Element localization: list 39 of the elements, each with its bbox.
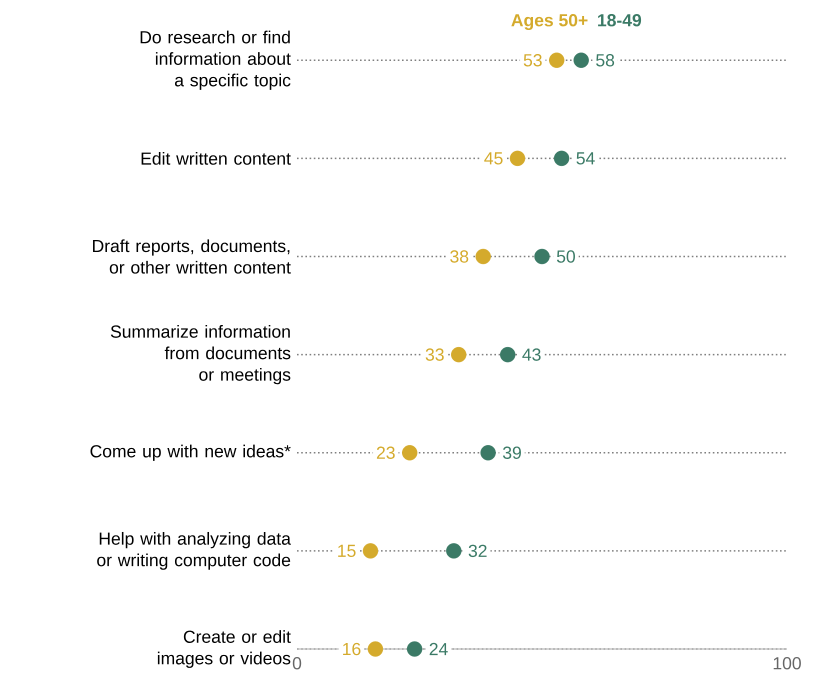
- data-label: 54: [576, 152, 595, 164]
- point: [500, 346, 516, 362]
- data-label: 50: [556, 250, 575, 263]
- point: [362, 543, 378, 559]
- point: [549, 52, 564, 68]
- point: [534, 248, 550, 264]
- data-label: 39: [502, 446, 521, 459]
- point: [451, 346, 466, 362]
- data-label: 38: [450, 250, 468, 263]
- data-label: 53: [524, 54, 542, 66]
- series-label: 18-49: [598, 14, 642, 26]
- y-tick-label: Summarize information from documents or meetings: [110, 324, 290, 384]
- point: [446, 543, 462, 559]
- x-tick-label: 0: [292, 657, 302, 670]
- y-tick-label: Edit written content: [142, 152, 291, 165]
- point: [510, 150, 526, 166]
- data-label: 33: [426, 348, 444, 361]
- y-tick-label: Do research or find information about a specific topic: [140, 30, 291, 90]
- data-label: 43: [522, 348, 541, 361]
- x-tick-label: 100: [774, 657, 801, 670]
- y-tick-label: Help with analyzing data or writing computer code: [97, 532, 291, 570]
- data-label: 23: [376, 446, 395, 459]
- data-label: 32: [468, 544, 487, 558]
- point: [574, 52, 589, 68]
- point: [480, 445, 496, 460]
- data-label: 24: [430, 642, 448, 656]
- point: [554, 150, 570, 166]
- series-label: Ages 50+: [511, 14, 588, 30]
- point: [476, 248, 491, 264]
- data-label: 45: [484, 152, 503, 164]
- data-label: 15: [338, 544, 356, 557]
- y-tick-label: Draft reports, documents, or other written content: [93, 239, 291, 274]
- point: [406, 641, 422, 657]
- data-label: 16: [343, 642, 360, 656]
- point: [368, 641, 384, 657]
- y-tick-label: Come up with new ideas*: [90, 444, 291, 461]
- data-label: 58: [596, 54, 614, 66]
- y-tick-label: Create or edit images or videos: [158, 630, 291, 668]
- point: [402, 445, 418, 460]
